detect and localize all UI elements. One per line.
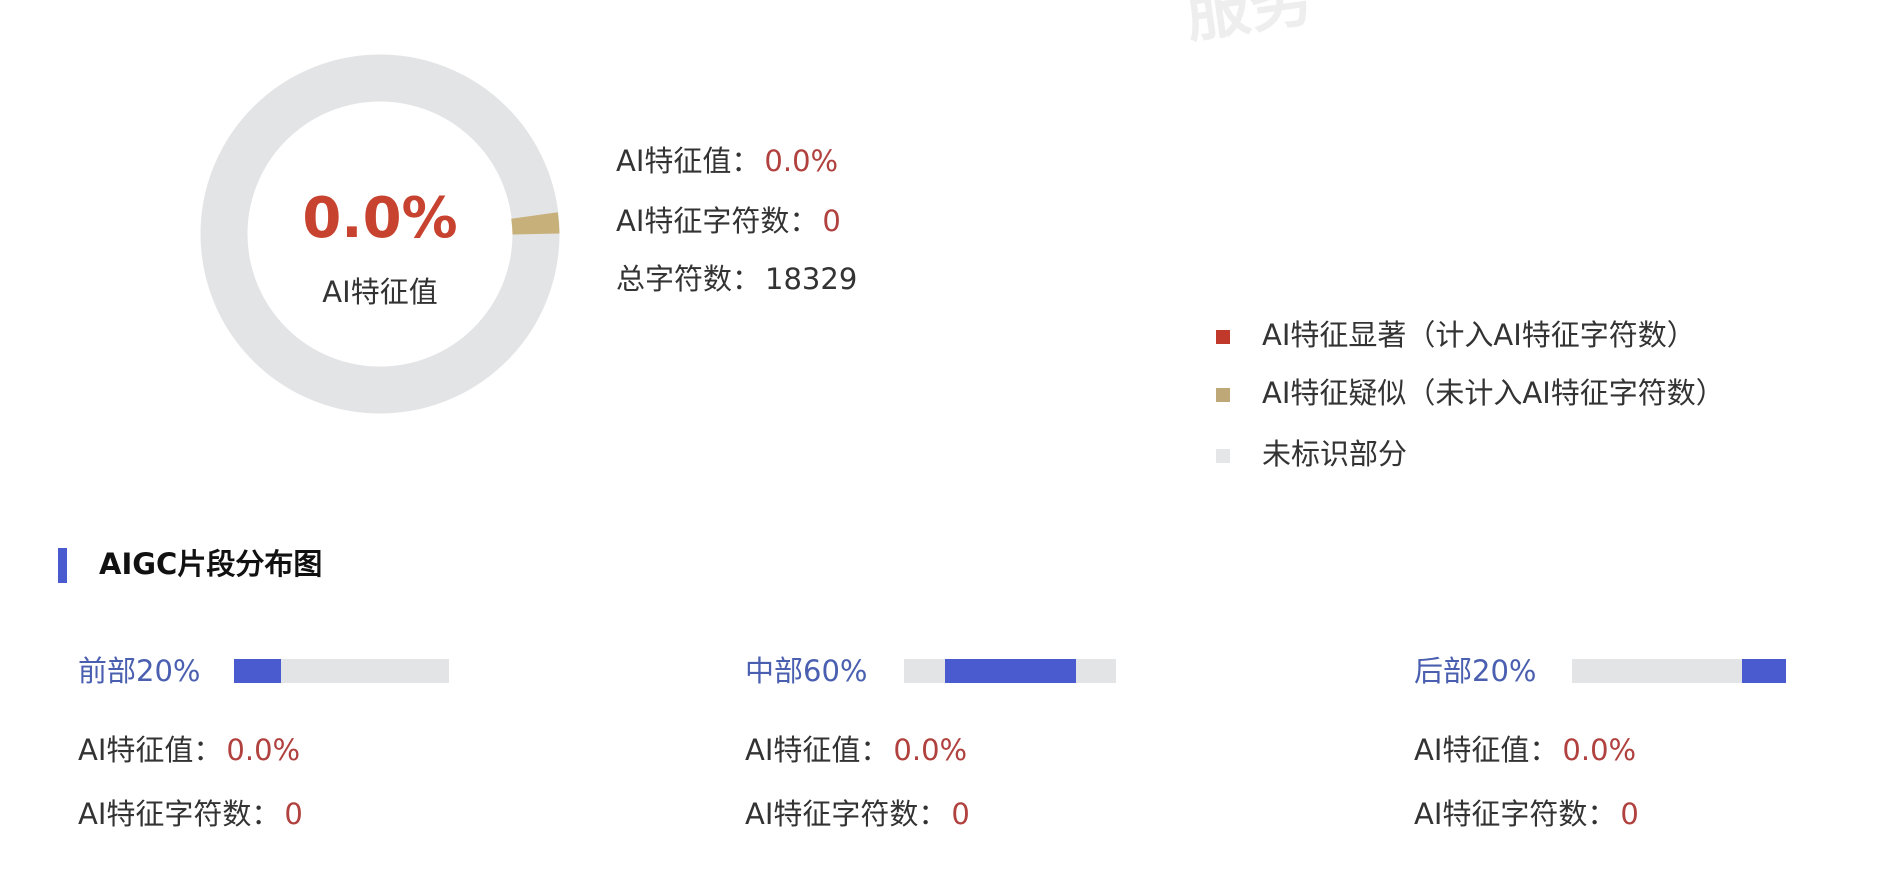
info-label: AI特征字符数： [745, 797, 947, 831]
info-label: AI特征值： [745, 733, 889, 767]
info-label: AI特征值： [1414, 733, 1558, 767]
segment-label: 中部60% [745, 654, 867, 688]
legend-label: AI特征显著（计入AI特征字符数） [1262, 318, 1696, 352]
legend-swatch [1216, 449, 1230, 463]
info-value: 0 [822, 204, 840, 238]
info-value: 0 [1620, 797, 1638, 831]
segment-label: 前部20% [78, 654, 200, 688]
info-value: 0.0% [1562, 733, 1636, 767]
info-row: AI特征值： 0.0% [745, 733, 967, 767]
section-marker [58, 548, 67, 583]
info-value: 0 [951, 797, 969, 831]
info-label: AI特征值： [78, 733, 222, 767]
info-row: AI特征值： 0.0% [616, 144, 838, 178]
info-row: AI特征字符数： 0 [616, 204, 841, 238]
info-label: 总字符数： [616, 262, 761, 296]
info-row: AI特征字符数： 0 [1414, 797, 1639, 831]
info-value: 0.0% [764, 144, 838, 178]
donut-value: 0.0% [302, 186, 457, 251]
info-row: AI特征字符数： 0 [78, 797, 303, 831]
legend-swatch [1216, 330, 1230, 344]
info-value: 0 [284, 797, 302, 831]
info-row: 总字符数： 18329 [616, 262, 857, 296]
info-value: 0.0% [226, 733, 300, 767]
info-label: AI特征字符数： [1414, 797, 1616, 831]
info-value: 0.0% [893, 733, 967, 767]
info-label: AI特征字符数： [78, 797, 280, 831]
info-value: 18329 [765, 262, 857, 296]
segment-fill [234, 659, 281, 683]
info-label: AI特征值： [616, 144, 760, 178]
segment-fill [945, 659, 1076, 683]
legend-label: AI特征疑似（未计入AI特征字符数） [1262, 376, 1725, 410]
info-row: AI特征值： 0.0% [78, 733, 300, 767]
info-row: AI特征值： 0.0% [1414, 733, 1636, 767]
info-label: AI特征字符数： [616, 204, 818, 238]
section-title: AIGC片段分布图 [99, 547, 322, 581]
donut-suspect-arc [511, 212, 560, 235]
info-row: AI特征字符数： 0 [745, 797, 970, 831]
legend-swatch [1216, 388, 1230, 402]
segment-label: 后部20% [1414, 654, 1536, 688]
legend-label: 未标识部分 [1262, 437, 1407, 471]
segment-fill [1742, 659, 1786, 683]
donut-label: AI特征值 [322, 275, 437, 309]
